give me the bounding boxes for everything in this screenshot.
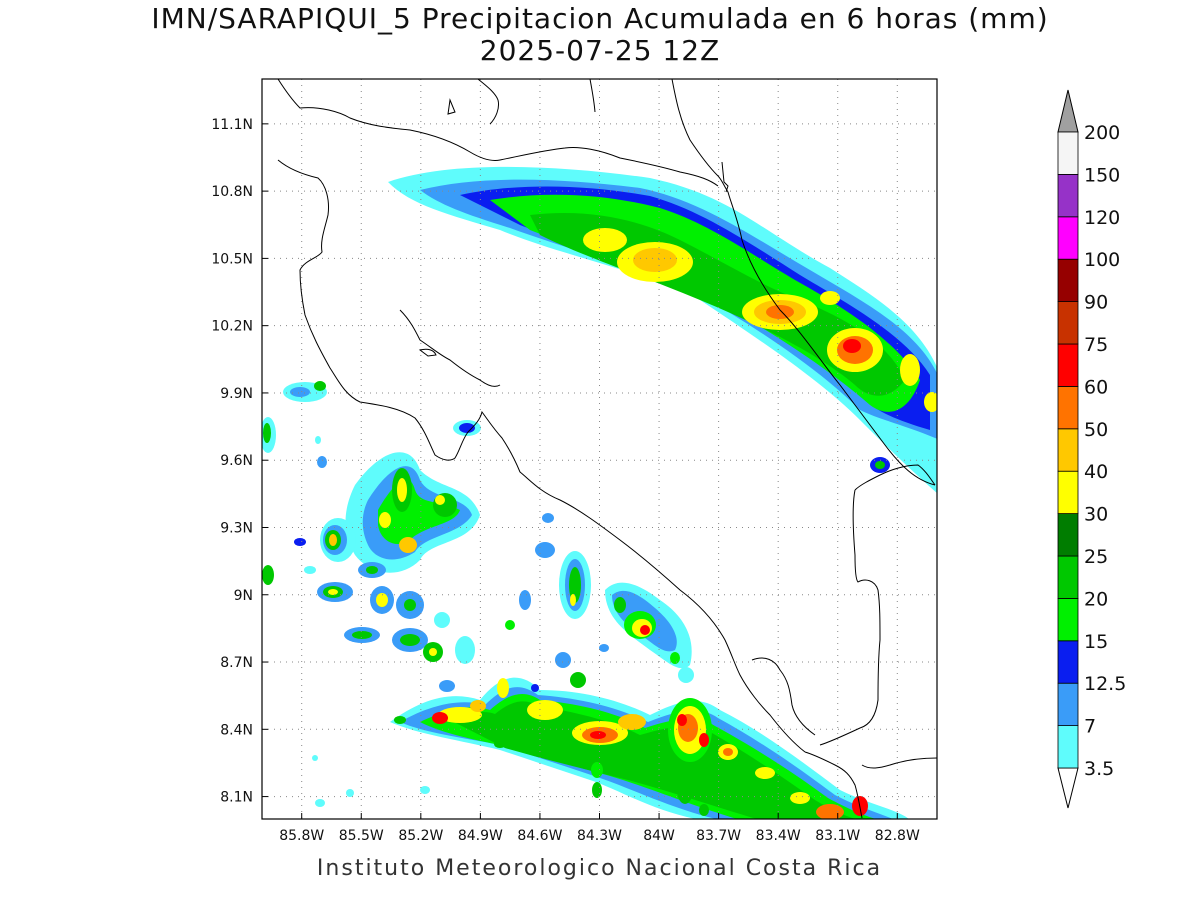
colorbar-level-label: 12.5 [1084, 673, 1126, 695]
colorbar-level-label: 30 [1084, 504, 1108, 526]
precip-cells-pacific [294, 452, 554, 664]
precip-cells-south [312, 542, 909, 819]
lon-tick-label: 84W [643, 828, 675, 844]
colorbar-segment [1057, 173, 1079, 218]
precip-band-caribbean [388, 166, 937, 494]
longitude-axis: 85.8W 85.5W 85.2W 84.9W 84.6W 84.3W 84W 83.7W 83… [279, 813, 920, 844]
lon-tick-label: 84.3W [577, 828, 622, 844]
lat-tick-label: 8.7N [220, 655, 253, 671]
lat-tick-label: 9N [234, 588, 253, 604]
colorbar-segment [1057, 131, 1079, 175]
map-title: IMN/SARAPIQUI_5 Precipitacion Acumulada … [151, 2, 1049, 35]
colorbar-min-arrow [1057, 767, 1079, 809]
precipitation-field [262, 166, 937, 819]
colorbar-segment [1057, 301, 1079, 345]
lon-tick-label: 83.1W [815, 828, 860, 844]
colorbar-segment [1057, 470, 1079, 515]
colorbar-segment [1057, 513, 1079, 557]
lon-tick-label: 83.7W [696, 828, 741, 844]
colorbar-level-label: 40 [1084, 461, 1108, 483]
coastlines [277, 79, 937, 819]
colorbar-segment [1057, 216, 1079, 260]
colorbar-segment [1057, 598, 1079, 642]
colorbar-legend: 3.5 7 12.5 15 20 25 30 40 50 60 75 90 100 120 150 200 [1057, 89, 1126, 809]
latitude-axis: 8.1N 8.4N 8.7N 9N 9.3N 9.6N 9.9N 10.2N 10.5N 10.8… [211, 117, 268, 806]
colorbar-level-label: 3.5 [1084, 758, 1114, 780]
colorbar-segment [1057, 640, 1079, 684]
colorbar-max-arrow [1057, 89, 1079, 133]
lat-tick-label: 8.4N [220, 722, 253, 738]
lon-tick-label: 85.5W [339, 828, 384, 844]
precip-cells-nicoya [262, 381, 481, 585]
colorbar-segment [1057, 428, 1079, 472]
colorbar-level-label: 75 [1084, 334, 1108, 356]
colorbar-level-label: 15 [1084, 631, 1108, 653]
colorbar-level-label: 7 [1084, 716, 1096, 738]
colorbar-segment [1057, 682, 1079, 727]
colorbar-level-label: 90 [1084, 292, 1108, 314]
lat-tick-label: 9.3N [220, 520, 253, 536]
lon-tick-label: 82.8W [875, 828, 920, 844]
colorbar-segment [1057, 725, 1079, 769]
lon-tick-label: 84.6W [517, 828, 562, 844]
colorbar-level-label: 120 [1084, 207, 1120, 229]
colorbar-level-label: 60 [1084, 376, 1108, 398]
lat-tick-label: 9.6N [220, 453, 253, 469]
colorbar-level-label: 200 [1084, 122, 1120, 144]
colorbar-segment [1057, 343, 1079, 387]
colorbar-level-label: 150 [1084, 164, 1120, 186]
credit-footer: Instituto Meteorologico Nacional Costa R… [316, 856, 883, 881]
lat-tick-label: 10.2N [211, 319, 253, 335]
colorbar-level-label: 50 [1084, 419, 1108, 441]
colorbar-level-label: 20 [1084, 588, 1108, 610]
map-subtitle-date: 2025-07-25 12Z [479, 34, 721, 67]
colorbar-segment [1057, 258, 1079, 303]
colorbar-segment [1057, 385, 1079, 430]
colorbar-level-label: 25 [1084, 546, 1108, 568]
lon-tick-label: 83.4W [756, 828, 801, 844]
lon-tick-label: 84.9W [458, 828, 503, 844]
lat-tick-label: 10.5N [211, 251, 253, 267]
lon-tick-label: 85.8W [279, 828, 324, 844]
lat-tick-label: 8.1N [220, 790, 253, 806]
colorbar-segment [1057, 555, 1079, 599]
colorbar-level-label: 100 [1084, 249, 1120, 271]
lat-tick-label: 10.8N [211, 184, 253, 200]
lon-tick-label: 85.2W [398, 828, 443, 844]
lat-tick-label: 11.1N [211, 117, 253, 133]
lat-tick-label: 9.9N [220, 386, 253, 402]
